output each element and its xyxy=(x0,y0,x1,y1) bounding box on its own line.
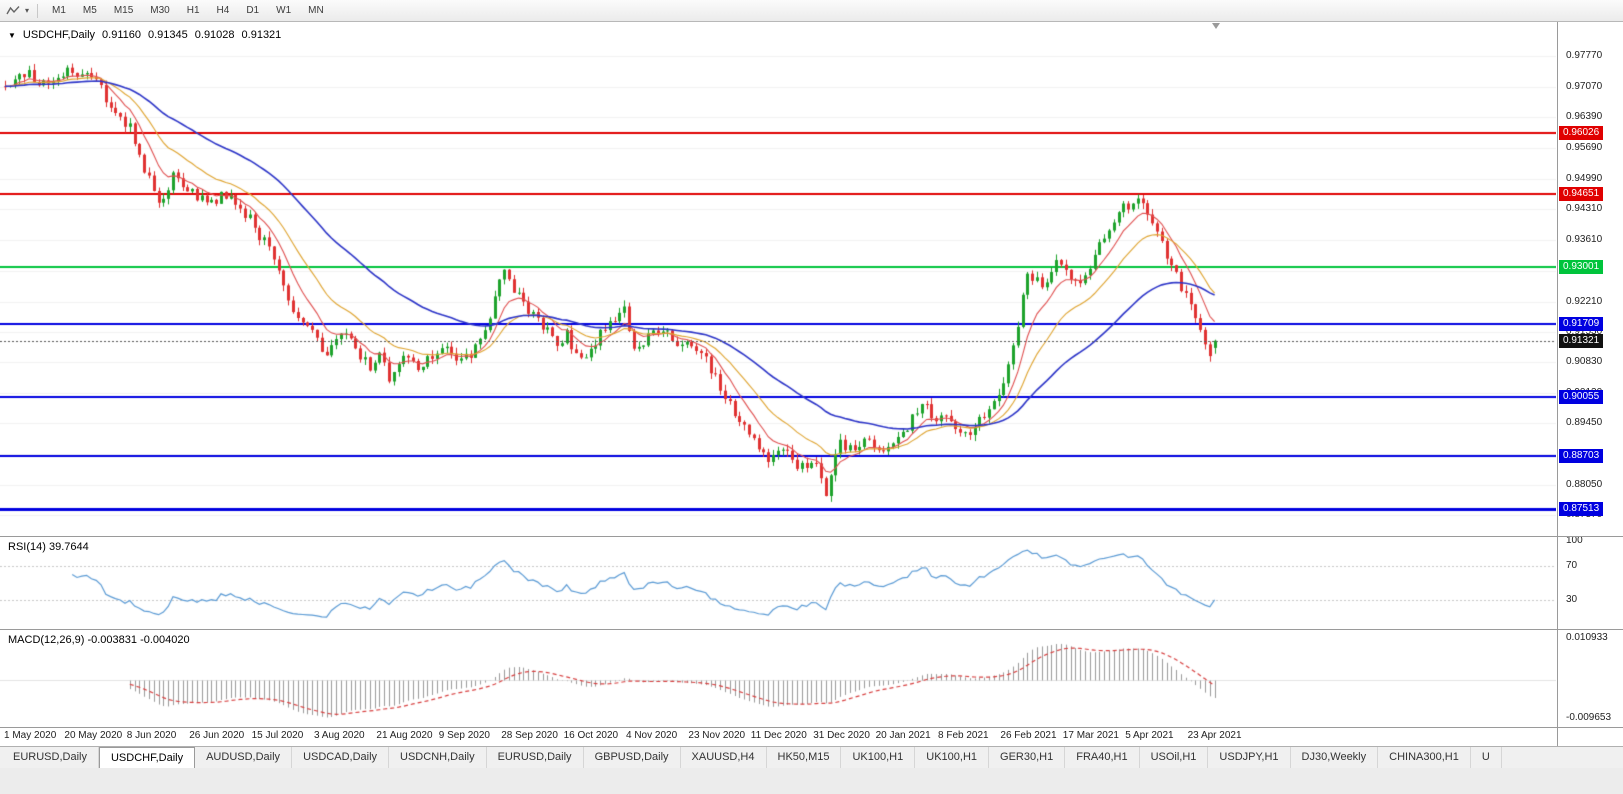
timeframe-h4[interactable]: H4 xyxy=(216,5,230,16)
rsi-axis-tick: 70 xyxy=(1566,560,1578,571)
date-label: 23 Apr 2021 xyxy=(1187,730,1242,741)
rsi-axis-tick: 100 xyxy=(1566,535,1583,546)
macd-axis-tick: -0.009653 xyxy=(1566,712,1612,723)
macd-indicator-canvas[interactable] xyxy=(0,630,1556,726)
tab-fra40-h1[interactable]: FRA40,H1 xyxy=(1065,747,1140,768)
chart-tool-dropdown-icon[interactable]: ▾ xyxy=(25,6,30,15)
pane-divider xyxy=(0,727,1623,728)
toolbar: ▾ M1 M5 M15 M30 H1 H4 D1 W1 MN xyxy=(0,0,1623,22)
tab-china300-h1[interactable]: CHINA300,H1 xyxy=(1378,747,1471,768)
date-label: 26 Feb 2021 xyxy=(1000,730,1057,741)
date-label: 26 Jun 2020 xyxy=(189,730,245,741)
tab-uk100-h1-2[interactable]: UK100,H1 xyxy=(915,747,990,768)
support-088703-price-badge[interactable]: 0.88703 xyxy=(1559,449,1604,463)
toolbar-separator xyxy=(37,3,39,18)
timeframe-d1[interactable]: D1 xyxy=(246,5,260,16)
date-label: 21 Aug 2020 xyxy=(376,730,433,741)
date-label: 17 Mar 2021 xyxy=(1062,730,1119,741)
tab-usdcnh-daily[interactable]: USDCNH,Daily xyxy=(389,747,487,768)
date-label: 31 Dec 2020 xyxy=(813,730,870,741)
timeframe-w1[interactable]: W1 xyxy=(276,5,292,16)
date-label: 3 Aug 2020 xyxy=(314,730,365,741)
bottom-strip xyxy=(0,768,1623,794)
timeframe-m30[interactable]: M30 xyxy=(150,5,170,16)
price-axis-tick: 0.90830 xyxy=(1566,356,1603,367)
tab-usoil-h1[interactable]: USOil,H1 xyxy=(1140,747,1209,768)
rsi-indicator-canvas[interactable] xyxy=(0,537,1556,629)
level-093001-price-badge[interactable]: 0.93001 xyxy=(1559,260,1604,274)
tab-usdjpy-h1[interactable]: USDJPY,H1 xyxy=(1208,747,1291,768)
price-axis-tick: 0.91530 xyxy=(1566,326,1603,337)
tab-xauusd-h4[interactable]: XAUUSD,H4 xyxy=(681,747,767,768)
price-axis[interactable]: 0.97770 0.97070 0.96390 0.95690 0.94990 0.943… xyxy=(1557,22,1623,746)
date-label: 11 Dec 2020 xyxy=(750,730,807,741)
date-label: 15 Jul 2020 xyxy=(251,730,304,741)
chart-region: ▼ USDCHF,Daily 0.91160 0.91345 0.91028 0… xyxy=(0,22,1623,746)
pane-divider[interactable] xyxy=(0,629,1623,630)
chart-line-tool-icon[interactable] xyxy=(4,3,22,19)
tab-usdchf-daily[interactable]: USDCHF,Daily xyxy=(98,747,196,768)
date-label: 16 Oct 2020 xyxy=(563,730,619,741)
price-axis-tick: 0.94990 xyxy=(1566,173,1603,184)
price-axis-tick: 0.88050 xyxy=(1566,479,1603,490)
ohlc-low: 0.91028 xyxy=(194,29,235,41)
price-axis-tick: 0.92210 xyxy=(1566,296,1603,307)
chart-shift-marker[interactable] xyxy=(1212,23,1220,29)
tab-eurusd-daily[interactable]: EURUSD,Daily xyxy=(2,747,99,768)
tab-ger30-h1[interactable]: GER30,H1 xyxy=(989,747,1066,768)
tab-uk100-h1[interactable]: UK100,H1 xyxy=(841,747,916,768)
price-chart-canvas[interactable] xyxy=(0,22,1556,536)
date-label: 8 Jun 2020 xyxy=(126,730,177,741)
pane-divider[interactable] xyxy=(0,536,1623,537)
tab-usdcad-daily[interactable]: USDCAD,Daily xyxy=(292,747,390,768)
timeframe-m5[interactable]: M5 xyxy=(82,5,97,16)
date-label: 8 Feb 2021 xyxy=(938,730,989,741)
price-axis-tick: 0.95690 xyxy=(1566,142,1603,153)
chart-title: ▼ USDCHF,Daily 0.91160 0.91345 0.91028 0… xyxy=(8,29,281,41)
tab-audusd-daily[interactable]: AUDUSD,Daily xyxy=(195,747,293,768)
support-091709-price-badge[interactable]: 0.91709 xyxy=(1559,317,1604,331)
price-axis-tick: 0.96390 xyxy=(1566,111,1603,122)
resistance-094651-price-badge[interactable]: 0.94651 xyxy=(1559,187,1604,201)
rsi-axis-tick: 30 xyxy=(1566,594,1578,605)
date-label: 20 Jan 2021 xyxy=(875,730,931,741)
date-label: 9 Sep 2020 xyxy=(438,730,490,741)
ohlc-high: 0.91345 xyxy=(148,29,188,41)
tab-hk50-m15[interactable]: HK50,M15 xyxy=(767,747,842,768)
chart-symbol-label: USDCHF,Daily xyxy=(22,29,96,41)
ohlc-close: 0.91321 xyxy=(241,29,282,41)
tab-truncated[interactable]: U xyxy=(1471,747,1502,768)
current-price-badge: 0.91321 xyxy=(1559,334,1604,348)
timeframe-mn[interactable]: MN xyxy=(308,5,324,16)
macd-indicator-label: MACD(12,26,9) -0.003831 -0.004020 xyxy=(8,634,190,646)
price-axis-tick: 0.94310 xyxy=(1566,203,1603,214)
resistance-096026-price-badge[interactable]: 0.96026 xyxy=(1559,126,1604,140)
timeframe-m1[interactable]: M1 xyxy=(52,5,66,16)
chart-collapse-icon[interactable]: ▼ xyxy=(8,30,16,40)
date-label: 20 May 2020 xyxy=(64,730,123,741)
macd-axis-tick: 0.010933 xyxy=(1566,632,1608,643)
date-label: 1 May 2020 xyxy=(4,730,57,741)
support-087513-price-badge[interactable]: 0.87513 xyxy=(1559,502,1604,516)
rsi-indicator-label: RSI(14) 39.7644 xyxy=(8,541,89,553)
date-label: 4 Nov 2020 xyxy=(626,730,678,741)
tab-eurusd-daily-2[interactable]: EURUSD,Daily xyxy=(487,747,584,768)
ohlc-open: 0.91160 xyxy=(102,29,141,41)
time-axis[interactable]: 1 May 2020 20 May 2020 8 Jun 2020 26 Jun 20… xyxy=(0,728,1556,746)
timeframe-h1[interactable]: H1 xyxy=(186,5,200,16)
price-axis-tick: 0.97070 xyxy=(1566,81,1603,92)
date-label: 23 Nov 2020 xyxy=(688,730,746,741)
tab-gbpusd-daily[interactable]: GBPUSD,Daily xyxy=(584,747,681,768)
chart-tabbar: EURUSD,Daily USDCHF,Daily AUDUSD,Daily U… xyxy=(0,746,1623,768)
price-axis-tick: 0.97770 xyxy=(1566,50,1603,61)
price-axis-tick: 0.89450 xyxy=(1566,417,1603,428)
timeframe-m15[interactable]: M15 xyxy=(113,5,134,16)
tab-dj30-weekly[interactable]: DJ30,Weekly xyxy=(1291,747,1379,768)
date-label: 28 Sep 2020 xyxy=(501,730,558,741)
support-090055-price-badge[interactable]: 0.90055 xyxy=(1559,390,1604,404)
date-label: 5 Apr 2021 xyxy=(1125,730,1174,741)
price-axis-tick: 0.93610 xyxy=(1566,234,1603,245)
